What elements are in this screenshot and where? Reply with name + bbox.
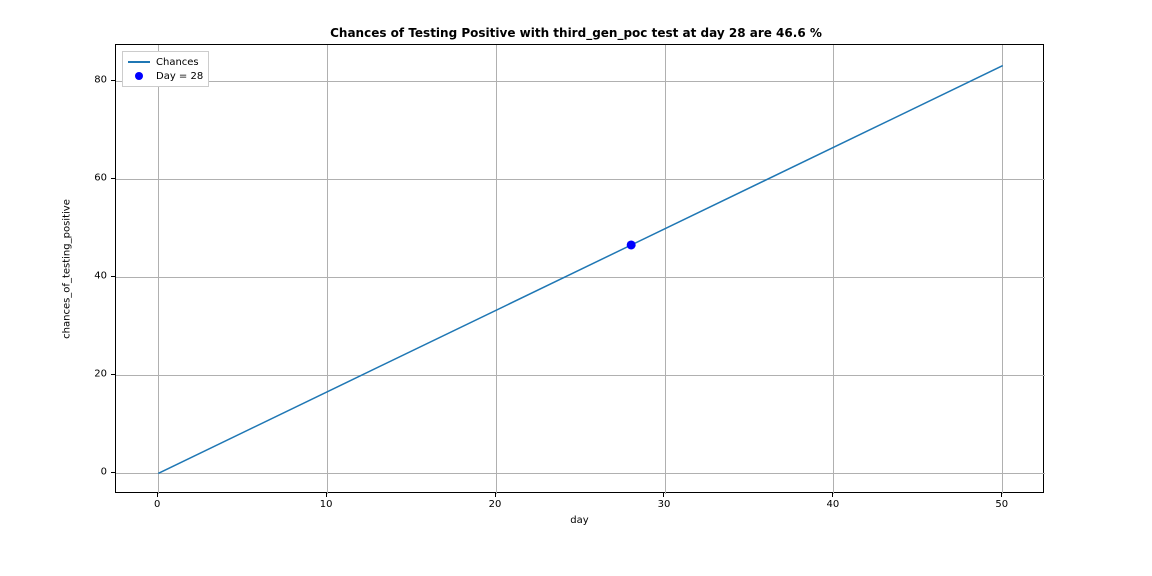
x-tick-label: 50 bbox=[995, 499, 1008, 510]
y-tick-label: 0 bbox=[87, 467, 107, 478]
y-tick-label: 20 bbox=[87, 369, 107, 380]
grid-line-v bbox=[158, 45, 159, 494]
x-tick-mark bbox=[157, 493, 158, 497]
y-axis-label: chances_of_testing_positive bbox=[62, 199, 73, 339]
x-tick-label: 10 bbox=[320, 499, 333, 510]
grid-line-h bbox=[116, 473, 1045, 474]
x-tick-mark bbox=[326, 493, 327, 497]
grid-line-h bbox=[116, 81, 1045, 82]
legend-dot-sample bbox=[128, 70, 150, 82]
marker-point bbox=[627, 240, 636, 249]
x-tick-mark bbox=[663, 493, 664, 497]
plot-area: Chances Day = 28 bbox=[115, 44, 1044, 493]
x-tick-mark bbox=[495, 493, 496, 497]
chart-title: Chances of Testing Positive with third_g… bbox=[0, 26, 1152, 40]
grid-line-v bbox=[1002, 45, 1003, 494]
x-tick-mark bbox=[832, 493, 833, 497]
grid-line-v bbox=[496, 45, 497, 494]
y-tick-mark bbox=[111, 276, 115, 277]
y-tick-mark bbox=[111, 80, 115, 81]
x-axis-label: day bbox=[570, 515, 588, 526]
legend-item-marker: Day = 28 bbox=[128, 69, 203, 83]
legend-line-label: Chances bbox=[156, 57, 199, 68]
line-series bbox=[158, 66, 1003, 474]
legend-item-line: Chances bbox=[128, 55, 203, 69]
grid-line-v bbox=[665, 45, 666, 494]
grid-line-v bbox=[327, 45, 328, 494]
y-tick-label: 40 bbox=[87, 271, 107, 282]
legend-marker-label: Day = 28 bbox=[156, 71, 203, 82]
grid-line-v bbox=[833, 45, 834, 494]
y-tick-mark bbox=[111, 178, 115, 179]
grid-line-h bbox=[116, 375, 1045, 376]
data-layer bbox=[116, 45, 1045, 494]
y-tick-label: 60 bbox=[87, 173, 107, 184]
grid-line-h bbox=[116, 277, 1045, 278]
x-tick-mark bbox=[1001, 493, 1002, 497]
y-tick-mark bbox=[111, 472, 115, 473]
legend: Chances Day = 28 bbox=[122, 51, 209, 87]
x-tick-label: 0 bbox=[154, 499, 160, 510]
y-tick-label: 80 bbox=[87, 75, 107, 86]
x-tick-label: 30 bbox=[658, 499, 671, 510]
x-tick-label: 20 bbox=[489, 499, 502, 510]
grid-line-h bbox=[116, 179, 1045, 180]
y-tick-mark bbox=[111, 374, 115, 375]
legend-line-sample bbox=[128, 56, 150, 68]
x-tick-label: 40 bbox=[826, 499, 839, 510]
figure: Chances of Testing Positive with third_g… bbox=[0, 0, 1152, 576]
